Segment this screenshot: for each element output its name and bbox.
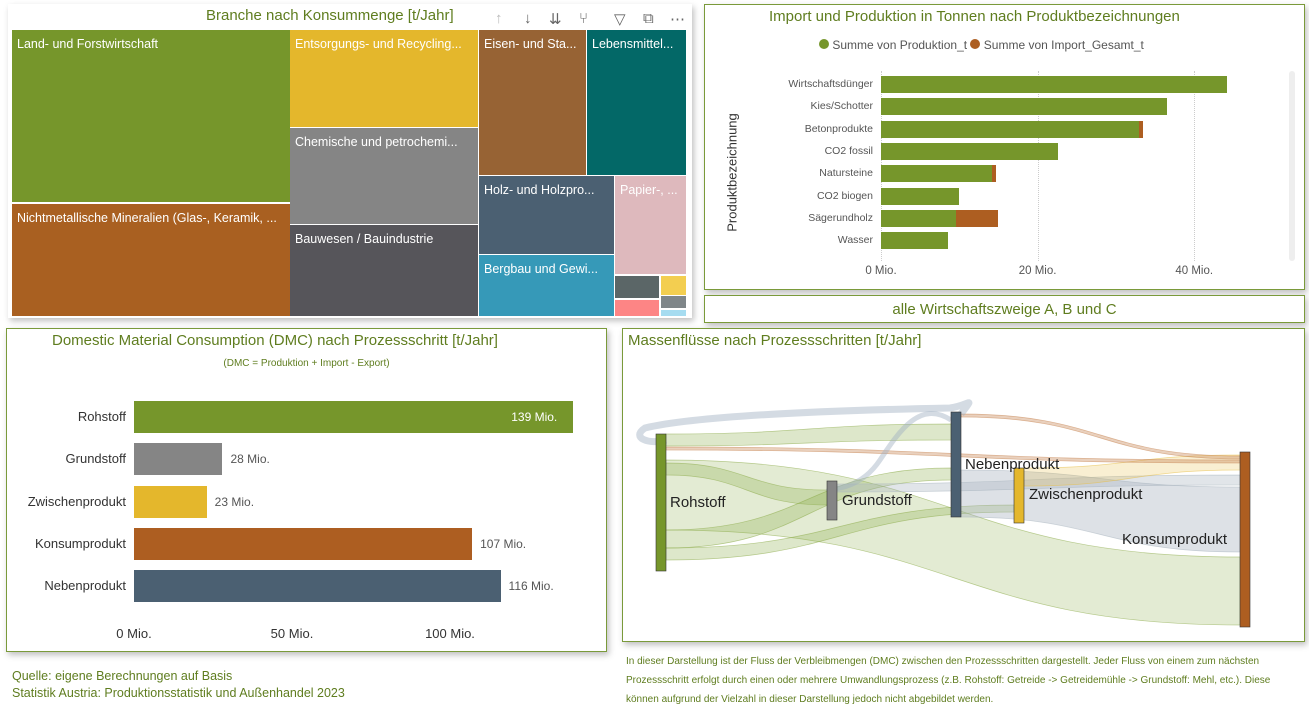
category-label: Nebenprodukt	[44, 578, 126, 594]
gridline	[1194, 71, 1196, 261]
footnote: In dieser Darstellung ist der Fluss der …	[626, 656, 1271, 705]
category-label: Konsumprodukt	[34, 535, 126, 551]
filter-box: alle Wirtschaftszweige A, B und C	[704, 295, 1305, 323]
bar-production[interactable]	[881, 142, 1058, 160]
category-label: Zwischenprodukt	[27, 493, 126, 509]
expand-hierarchy-icon[interactable]: ⑂	[579, 10, 589, 27]
source-line-1: Quelle: eigene Berechnungen auf Basis	[12, 669, 233, 683]
category-label: CO2 biogen	[816, 189, 873, 202]
filter-icon[interactable]: ▽	[614, 11, 626, 28]
data-label: 23 Mio.	[214, 494, 255, 509]
legend-production[interactable]: Summe von Produktion_t	[832, 38, 968, 52]
category-label: Sägerundholz	[808, 211, 873, 224]
bar-import[interactable]	[1139, 120, 1143, 138]
data-label: 107 Mio.	[480, 536, 527, 551]
y-axis-label: Produktbezeichnung	[724, 113, 740, 232]
treemap-tile[interactable]: Land- und Forstwirtschaft	[12, 30, 292, 204]
treemap-title: Branche nach Konsummenge [t/Jahr]	[206, 7, 454, 24]
treemap-small-tile[interactable]	[615, 300, 661, 318]
double-arrow-down-icon[interactable]: ⇊	[549, 11, 562, 28]
sankey-panel: Massenflüsse nach Prozessschritten [t/Ja…	[622, 328, 1305, 642]
node-label-nebenprodukt: Nebenprodukt	[965, 456, 1060, 473]
x-tick-label: 100 Mio.	[425, 626, 475, 641]
data-label: 139 Mio.	[511, 410, 558, 424]
bar-production[interactable]	[881, 76, 1228, 93]
arrow-down-icon[interactable]: ↓	[524, 10, 532, 27]
category-label: Kies/Schotter	[810, 100, 873, 113]
node-label-grundstoff: Grundstoff	[842, 492, 912, 509]
category-label: CO2 fossil	[824, 144, 873, 157]
x-tick-label: 20 Mio.	[1018, 265, 1057, 277]
node-label-konsumprodukt: Konsumprodukt	[1122, 531, 1228, 548]
node-label-zwischenprodukt: Zwischenprodukt	[1029, 486, 1143, 503]
category-label: Rohstoff	[77, 409, 126, 424]
x-tick-label: 0 Mio.	[116, 626, 152, 641]
x-tick-label: 40 Mio.	[1175, 265, 1214, 277]
bar-production[interactable]	[881, 187, 959, 205]
import-chart-title: Import und Produktion in Tonnen nach Pro…	[769, 8, 1180, 25]
dmc-title: Domestic Material Consumption (DMC) nach…	[52, 332, 498, 349]
category-label: Grundstoff	[65, 451, 126, 467]
category-label: Betonprodukte	[804, 122, 873, 135]
legend: Summe von Produktion_t Summe von Import_…	[819, 38, 1144, 52]
bar-production[interactable]	[881, 165, 993, 183]
bar-import[interactable]	[956, 209, 999, 227]
dmc-bar[interactable]	[134, 527, 473, 560]
focus-mode-icon[interactable]: ⧉	[643, 10, 654, 27]
gridline	[1037, 71, 1039, 261]
bar-production[interactable]	[881, 120, 1140, 138]
x-tick-label: 0 Mio.	[865, 265, 897, 277]
dmc-chart-panel: Domestic Material Consumption (DMC) nach…	[6, 328, 607, 652]
sankey-title: Massenflüsse nach Prozessschritten [t/Ja…	[628, 332, 922, 349]
treemap-small-tile[interactable]	[661, 296, 688, 310]
legend-dot-import	[970, 39, 981, 49]
treemap-tile[interactable]: Chemische und petrochemi...	[290, 128, 480, 226]
treemap-small-tile[interactable]	[661, 310, 688, 318]
node-label-rohstoff: Rohstoff	[670, 494, 726, 511]
x-tick-label: 50 Mio.	[270, 626, 314, 641]
category-label: Wasser	[837, 234, 873, 247]
category-label: Natursteine	[819, 167, 873, 180]
dmc-bar[interactable]	[134, 570, 501, 603]
dmc-bar[interactable]	[134, 401, 574, 433]
dmc-subtitle: (DMC = Produktion + Import - Export)	[223, 358, 390, 369]
bar-production[interactable]	[881, 232, 949, 250]
treemap-tile[interactable]: Lebensmittel...	[587, 30, 688, 177]
treemap-tile[interactable]: Entsorgungs- und Recycling...	[290, 30, 480, 129]
treemap-tile[interactable]: Holz- und Holzpro...	[479, 176, 616, 256]
bar-import[interactable]	[992, 165, 997, 183]
scrollbar[interactable]	[1289, 71, 1295, 261]
data-label: 28 Mio.	[230, 452, 270, 467]
legend-dot-production	[819, 39, 829, 49]
source-line-2: Statistik Austria: Produktionsstatistik …	[12, 686, 345, 700]
filter-text: alle Wirtschaftszweige A, B und C	[892, 301, 1117, 318]
treemap-small-tile[interactable]	[661, 276, 688, 297]
bar-production[interactable]	[881, 209, 957, 227]
treemap-tile[interactable]: Nichtmetallische Mineralien (Glas-, Kera…	[12, 204, 292, 318]
category-label: Wirtschaftsdünger	[788, 78, 873, 90]
treemap-small-tile[interactable]	[615, 276, 661, 300]
more-options-icon[interactable]: ⋯	[670, 11, 685, 28]
treemap-tile[interactable]: Eisen- und Sta...	[479, 30, 588, 177]
bar-production[interactable]	[881, 98, 1167, 116]
dmc-bar[interactable]	[134, 485, 207, 518]
treemap-tile[interactable]: Papier-, ...	[615, 176, 688, 276]
arrow-up-icon[interactable]: ↑	[495, 10, 503, 27]
import-chart-panel: Import und Produktion in Tonnen nach Pro…	[704, 4, 1305, 290]
data-label: 116 Mio.	[508, 579, 554, 594]
dmc-bar[interactable]	[134, 443, 223, 476]
treemap-tile[interactable]: Bauwesen / Bauindustrie	[290, 225, 480, 318]
legend-import[interactable]: Summe von Import_Gesamt_t	[983, 38, 1144, 52]
treemap-tile[interactable]: Bergbau und Gewi...	[479, 255, 616, 318]
